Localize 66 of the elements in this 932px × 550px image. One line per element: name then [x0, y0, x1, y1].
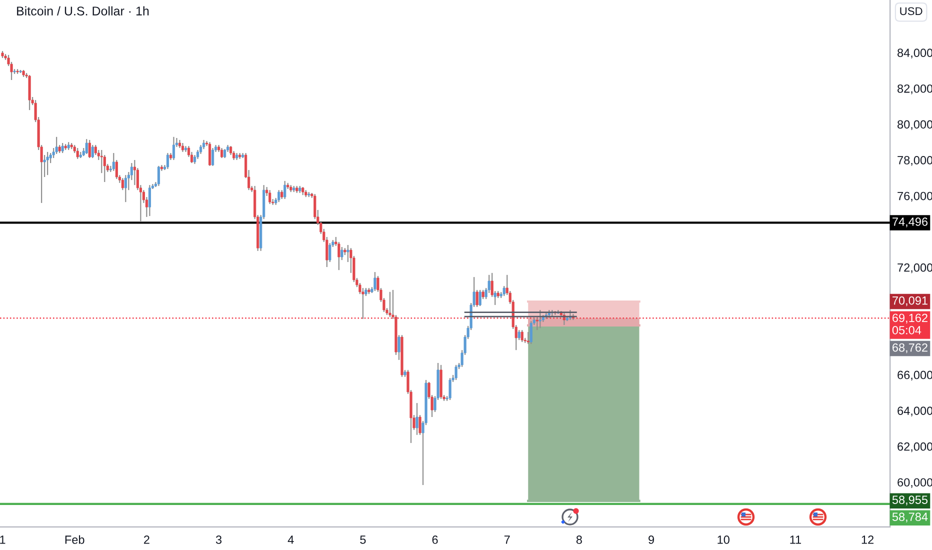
candlestick	[346, 244, 350, 263]
candlestick	[536, 317, 538, 331]
candlestick	[61, 142, 64, 154]
chart-title: Bitcoin / U.S. Dollar · 1h	[17, 6, 149, 16]
x-tick-label: 11	[790, 536, 801, 544]
y-axis-title: USD	[900, 7, 922, 16]
annotation: 58,955	[892, 496, 928, 506]
candlestick	[94, 144, 97, 156]
candlestick	[526, 331, 530, 345]
candlestick	[46, 151, 49, 176]
candlestick	[268, 190, 272, 205]
x-tick-label: 9	[648, 536, 654, 544]
candlestick	[112, 152, 115, 172]
x-tick-label: Feb	[65, 535, 84, 544]
ref-line-label: 69,162 05:04	[892, 314, 928, 334]
candlestick	[530, 320, 532, 345]
x-tick-label: 8	[576, 536, 582, 544]
candlestick	[43, 154, 46, 178]
candlestick	[416, 402, 418, 436]
candlestick	[148, 184, 151, 217]
candlestick	[284, 180, 286, 200]
x-tick-label: 10	[718, 536, 730, 544]
x-tick-label: 5	[360, 536, 366, 544]
x-tick-label: 12	[862, 536, 874, 544]
candlestick	[454, 364, 458, 381]
candlestick	[478, 289, 482, 307]
candlestick	[85, 138, 88, 154]
x-tick-label: 7	[504, 536, 510, 544]
x-tick-label: 2	[144, 536, 150, 544]
candlestick	[220, 147, 224, 159]
candlestick	[482, 289, 484, 300]
candlestick	[388, 291, 392, 318]
candlestick	[208, 142, 212, 166]
candlestick	[520, 329, 524, 343]
candlestick	[91, 144, 94, 159]
candlestick	[398, 334, 400, 360]
candlestick	[328, 242, 332, 263]
annotation: 70,091	[892, 296, 928, 306]
x-tick-label: 1	[0, 536, 6, 544]
x-tick-label: 6	[432, 536, 438, 544]
candlestick	[157, 165, 160, 187]
ref-line-label: 74,496	[892, 218, 928, 228]
candlestick	[448, 377, 452, 401]
candlestick	[166, 152, 169, 170]
candlestick	[278, 190, 280, 203]
candlestick	[172, 136, 175, 161]
candlestick	[476, 289, 478, 308]
x-tick-label: 4	[288, 536, 294, 544]
ref-line-label: 58,784	[892, 512, 928, 522]
candlestick	[124, 174, 127, 203]
candlestick	[518, 329, 520, 341]
candlestick	[338, 241, 340, 271]
candlestick	[88, 139, 91, 159]
candlestick	[76, 147, 79, 160]
candlestick	[55, 136, 58, 154]
candlestick	[374, 271, 376, 292]
x-tick-label: 3	[216, 536, 222, 544]
candlestick	[538, 309, 542, 329]
candlestick	[340, 246, 344, 261]
candlestick	[202, 139, 206, 150]
candlestick	[121, 178, 124, 191]
candlestick	[133, 159, 136, 186]
annotation: 68,762	[892, 343, 928, 354]
candlestick	[103, 154, 106, 183]
candlestick	[28, 74, 31, 111]
candlestick	[362, 287, 364, 320]
